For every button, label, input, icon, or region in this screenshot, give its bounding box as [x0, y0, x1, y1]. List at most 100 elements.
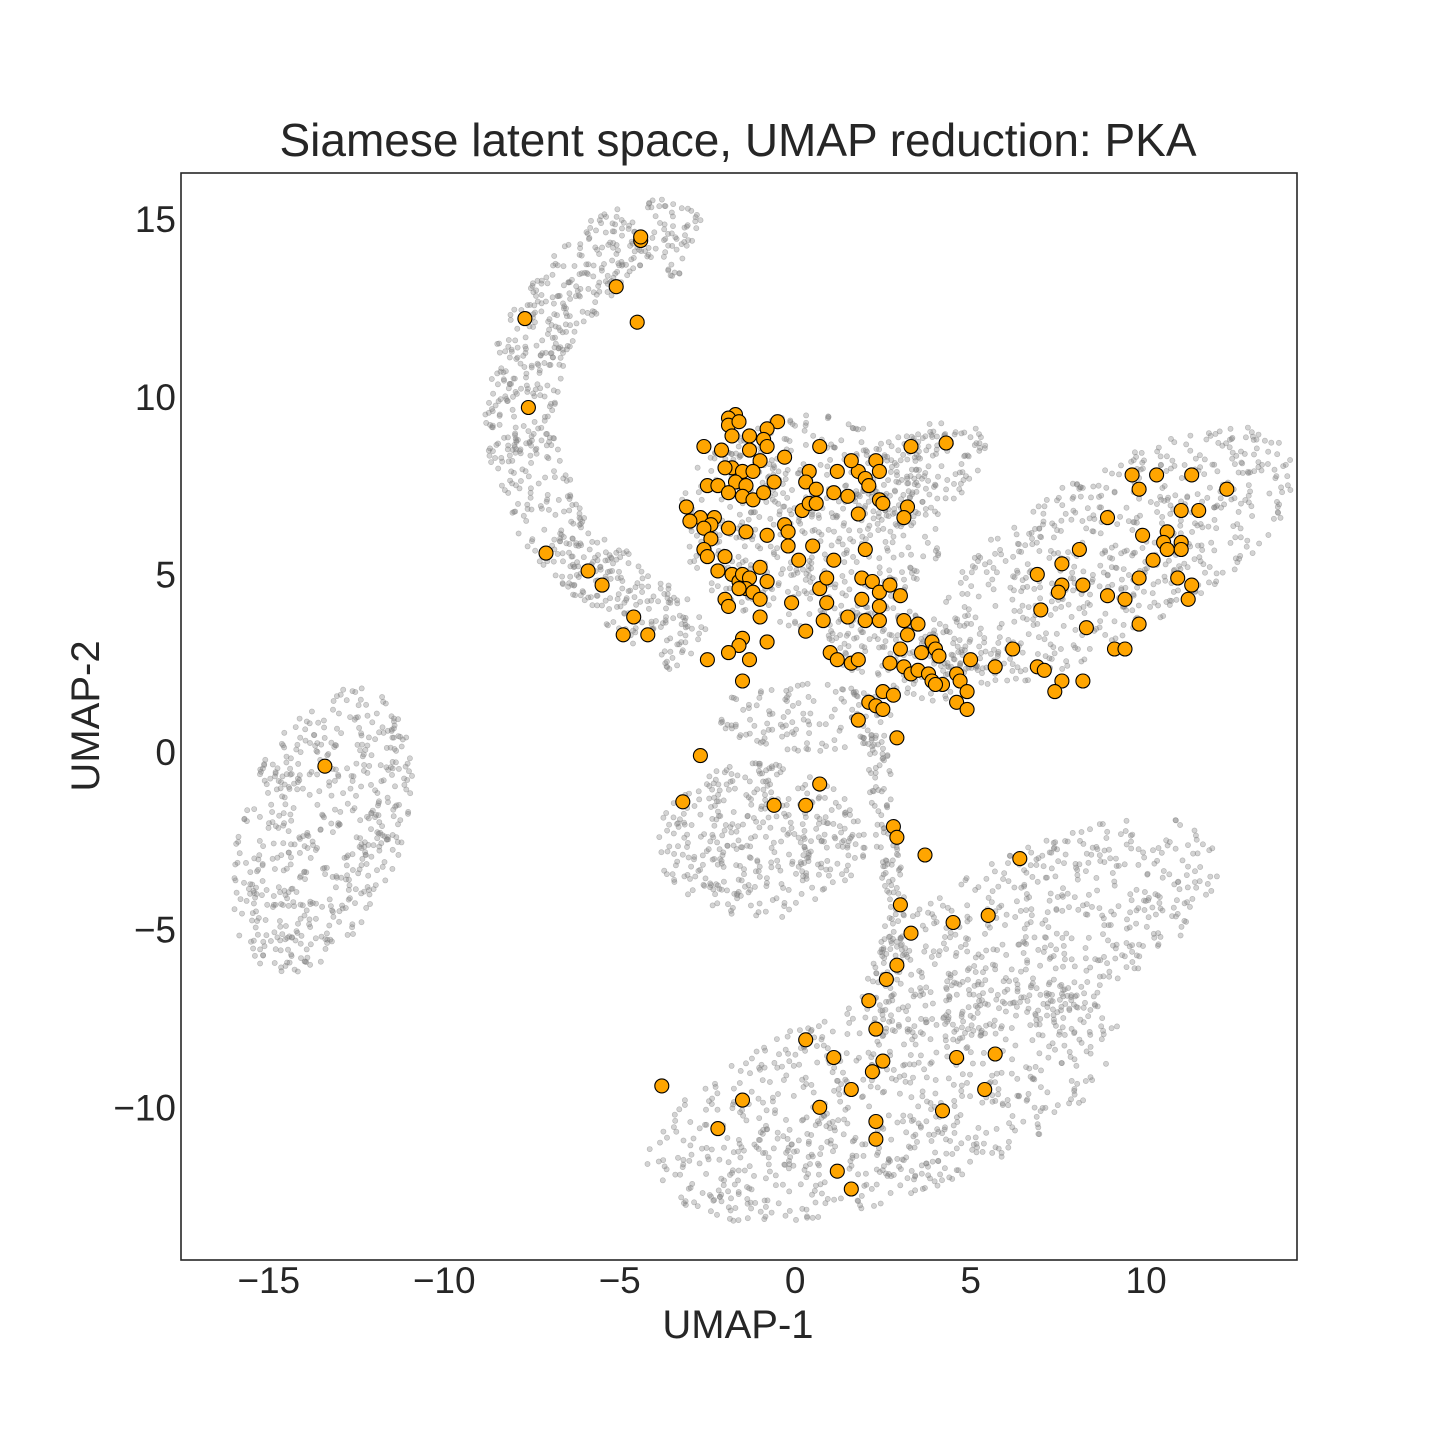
background-point	[916, 906, 923, 913]
background-point	[1130, 591, 1137, 598]
background-point	[1084, 979, 1091, 985]
background-point	[261, 777, 268, 784]
background-point	[1173, 913, 1179, 920]
background-point	[292, 724, 299, 730]
background-point	[781, 810, 787, 817]
background-point	[809, 527, 816, 534]
background-point	[894, 976, 900, 983]
background-point	[914, 1139, 920, 1145]
background-point	[974, 1144, 980, 1151]
background-point	[541, 526, 548, 533]
background-point	[510, 375, 517, 382]
background-point	[379, 823, 385, 829]
background-point	[706, 795, 713, 802]
background-point	[986, 1021, 993, 1028]
background-point	[332, 742, 339, 748]
background-point	[772, 1172, 779, 1179]
background-point	[806, 721, 813, 728]
background-point	[723, 585, 730, 592]
background-point	[1045, 1000, 1051, 1007]
background-point	[405, 810, 411, 817]
background-point	[882, 638, 889, 645]
highlight-point	[913, 645, 930, 661]
background-point	[915, 454, 922, 461]
background-point	[959, 1008, 966, 1015]
highlight-point	[1131, 481, 1147, 497]
background-point	[799, 1076, 806, 1083]
background-point	[774, 1036, 780, 1042]
background-point	[251, 806, 258, 812]
background-point	[546, 506, 552, 513]
background-point	[920, 991, 926, 997]
background-point	[296, 834, 303, 841]
background-point	[805, 746, 811, 753]
background-point	[1065, 601, 1072, 608]
highlight-point	[977, 1081, 993, 1098]
background-point	[773, 1182, 779, 1189]
background-point	[1147, 604, 1153, 610]
highlight-point	[868, 1113, 884, 1130]
background-point	[1118, 831, 1124, 837]
background-point	[1211, 581, 1218, 587]
background-point	[730, 905, 736, 911]
background-point	[326, 782, 333, 789]
background-point	[1038, 1067, 1044, 1074]
background-point	[1068, 992, 1075, 999]
background-point	[1042, 917, 1049, 924]
background-point	[1026, 530, 1032, 537]
background-point	[1075, 906, 1082, 913]
background-point	[357, 835, 363, 841]
background-point	[812, 1199, 819, 1206]
background-point	[294, 786, 301, 793]
background-point	[904, 456, 911, 463]
background-point	[1243, 434, 1249, 441]
background-point	[838, 437, 845, 444]
background-point	[784, 1033, 791, 1040]
background-point	[283, 771, 290, 778]
background-point	[866, 1103, 872, 1110]
background-point	[871, 741, 877, 748]
background-point	[708, 467, 715, 474]
background-point	[728, 771, 735, 777]
background-point	[910, 691, 917, 697]
background-point	[566, 549, 572, 556]
background-point	[730, 809, 737, 815]
background-point	[795, 590, 802, 597]
background-point	[1113, 863, 1120, 869]
background-point	[1207, 484, 1213, 491]
background-point	[785, 1050, 791, 1057]
background-point	[1266, 490, 1273, 497]
background-point	[1106, 973, 1112, 980]
background-point	[1102, 549, 1108, 555]
background-point	[566, 580, 572, 587]
background-point	[304, 954, 311, 961]
highlight-point	[829, 652, 845, 668]
background-point	[977, 625, 984, 632]
background-point	[312, 847, 319, 853]
background-point	[660, 1157, 667, 1163]
background-point	[1027, 1022, 1034, 1028]
background-point	[844, 842, 851, 849]
background-point	[315, 719, 322, 726]
background-point	[881, 732, 888, 739]
background-point	[1061, 950, 1068, 957]
background-point	[1006, 852, 1013, 859]
background-point	[820, 819, 827, 825]
background-point	[807, 579, 814, 585]
background-point	[549, 294, 556, 301]
background-point	[1076, 1036, 1083, 1043]
background-point	[1177, 932, 1184, 939]
background-point	[703, 1145, 710, 1151]
background-point	[1203, 436, 1210, 443]
background-point	[765, 814, 772, 821]
background-point	[692, 214, 699, 221]
highlight-point	[717, 460, 733, 476]
background-point	[661, 867, 668, 874]
background-point	[258, 892, 265, 898]
background-point	[377, 762, 384, 769]
background-point	[855, 1198, 861, 1205]
background-point	[828, 542, 835, 549]
background-point	[818, 1036, 825, 1043]
background-point	[1287, 487, 1294, 493]
background-point	[1133, 519, 1140, 526]
